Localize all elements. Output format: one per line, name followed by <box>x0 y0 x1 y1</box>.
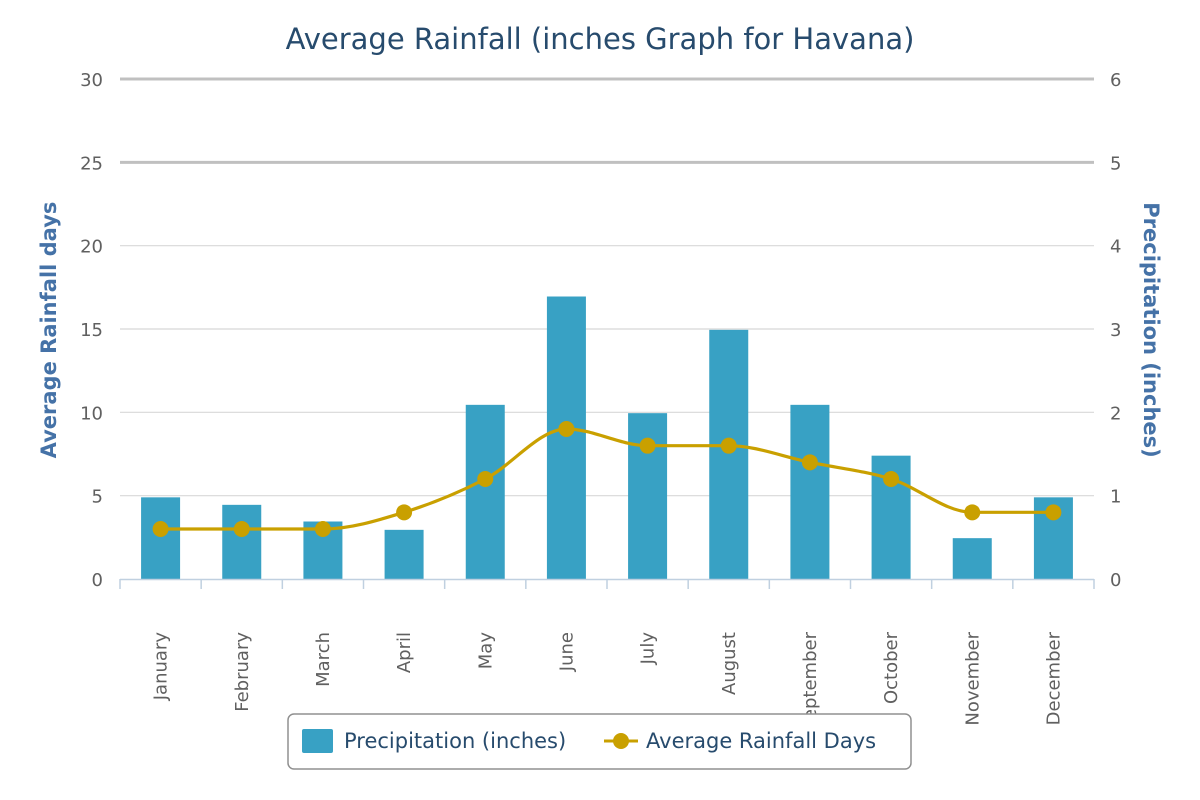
bar-november[interactable] <box>952 538 992 579</box>
y-left-tick-label: 20 <box>80 237 103 258</box>
y-right-tick-label: 1 <box>1110 487 1121 508</box>
legend-box <box>287 713 912 770</box>
y-left-tick-label: 15 <box>80 320 103 341</box>
point-august[interactable] <box>720 437 737 454</box>
x-tick-label-august: August <box>719 632 740 695</box>
x-tick-label-october: October <box>881 631 902 704</box>
point-july[interactable] <box>639 437 656 454</box>
line-series-rainfall-days <box>152 421 1062 537</box>
x-tick-label-september: September <box>800 631 821 731</box>
legend-swatch-precipitation[interactable] <box>302 729 333 753</box>
chart-title: Average Rainfall (inches Graph for Havan… <box>286 22 915 56</box>
y-left-tick-label: 5 <box>92 487 103 508</box>
gridlines <box>120 77 1094 497</box>
y-left-tick-label: 30 <box>80 70 103 91</box>
legend-label-precipitation[interactable]: Precipitation (inches) <box>344 729 566 753</box>
point-may[interactable] <box>477 471 494 487</box>
x-axis <box>119 578 1095 589</box>
point-march[interactable] <box>314 521 331 537</box>
bar-may[interactable] <box>465 404 505 579</box>
y-right-tick-label: 4 <box>1110 237 1121 258</box>
y-axis-left-ticks: 0 5 10 15 20 25 30 <box>80 70 103 591</box>
y-left-tick-label: 0 <box>92 570 103 591</box>
y-right-tick-label: 5 <box>1110 153 1121 174</box>
bar-january[interactable] <box>141 497 181 579</box>
point-december[interactable] <box>1045 504 1062 521</box>
bar-february[interactable] <box>222 504 262 579</box>
y-left-tick-label: 25 <box>80 153 103 174</box>
x-tick-label-june: June <box>556 632 577 672</box>
point-january[interactable] <box>152 521 169 537</box>
x-tick-label-march: March <box>313 632 334 687</box>
point-october[interactable] <box>883 471 900 487</box>
y-right-tick-label: 2 <box>1110 403 1121 424</box>
x-tick-label-december: December <box>1043 631 1064 725</box>
point-june[interactable] <box>558 421 575 437</box>
x-tick-label-november: November <box>962 631 983 725</box>
x-tick-label-july: July <box>638 632 659 666</box>
y-left-tick-label: 10 <box>80 403 103 424</box>
x-tick-label-may: May <box>475 632 496 670</box>
bar-august[interactable] <box>709 329 749 579</box>
y-axis-left-title: Average Rainfall days <box>37 202 61 459</box>
rainfall-days-line <box>160 427 1054 531</box>
point-september[interactable] <box>801 454 818 471</box>
x-tick-label-february: February <box>232 632 253 712</box>
x-axis-categories: January February March April May June July Augu… <box>151 631 1065 731</box>
x-tick-label-april: April <box>394 632 415 673</box>
bar-april[interactable] <box>384 529 424 579</box>
y-axis-right-ticks: 0 1 2 3 4 5 6 <box>1110 70 1121 591</box>
point-april[interactable] <box>396 504 413 521</box>
x-tick-label-january: January <box>151 632 172 702</box>
bar-june[interactable] <box>546 296 586 580</box>
y-right-tick-label: 3 <box>1110 320 1121 341</box>
bar-september[interactable] <box>790 404 830 579</box>
legend-label-rainfall-days[interactable]: Average Rainfall Days <box>646 729 876 753</box>
y-right-tick-label: 6 <box>1110 70 1121 91</box>
point-february[interactable] <box>233 521 250 537</box>
point-november[interactable] <box>964 504 981 521</box>
y-axis-right-title: Precipitation (inches) <box>1139 202 1163 458</box>
y-right-tick-label: 0 <box>1110 570 1121 591</box>
legend: Precipitation (inches) Average Rainfall … <box>287 713 912 770</box>
legend-marker-rainfall-days[interactable] <box>613 733 629 749</box>
bar-series-precipitation <box>141 296 1073 580</box>
